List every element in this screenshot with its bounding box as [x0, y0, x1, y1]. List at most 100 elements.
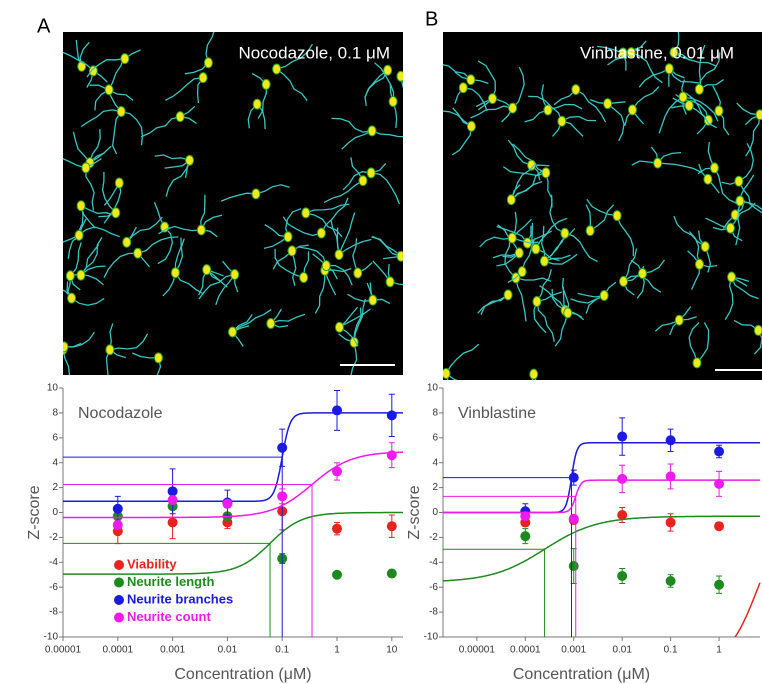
neurite	[154, 154, 190, 161]
cell-body	[664, 63, 674, 75]
neurite	[103, 252, 138, 278]
neurite	[631, 86, 660, 111]
cell-body	[349, 336, 359, 348]
y-tick-label: 2	[432, 482, 438, 493]
cell-body	[122, 236, 132, 248]
cell-body	[203, 57, 213, 69]
cell-body	[619, 275, 629, 287]
neurite	[101, 171, 117, 214]
cell-body	[185, 154, 195, 166]
neurite	[445, 373, 449, 380]
panel-letter: B	[425, 8, 438, 30]
neurite	[658, 96, 684, 134]
y-axis-label: Z-score	[406, 485, 423, 539]
neurite	[63, 331, 95, 348]
data-point	[167, 486, 178, 497]
neurite	[323, 180, 364, 203]
x-tick-label: 0.01	[612, 645, 632, 656]
cell-body	[202, 264, 212, 276]
neurite	[445, 343, 480, 374]
y-tick-label: 2	[52, 482, 58, 493]
y-tick-label: 8	[432, 408, 438, 419]
cell-body	[507, 232, 517, 244]
neurite	[174, 238, 185, 273]
cell-body	[76, 269, 86, 281]
cell-body	[517, 266, 527, 278]
y-tick-label: -10	[44, 632, 59, 643]
cell-body	[700, 241, 710, 253]
y-tick-label: -2	[429, 532, 438, 543]
neurite	[554, 312, 569, 347]
cell-body	[385, 276, 395, 288]
chart-title: Vinblastine	[458, 405, 536, 422]
neurite	[544, 253, 578, 265]
data-point	[167, 495, 178, 506]
ec50-guide	[443, 548, 546, 637]
cell-body	[383, 64, 393, 76]
neurite	[109, 333, 149, 351]
data-point	[665, 471, 676, 482]
cell-body	[261, 78, 271, 90]
data-point	[665, 575, 676, 586]
data-point	[277, 442, 288, 453]
neurite	[72, 131, 91, 164]
neurite	[353, 298, 366, 343]
data-point	[386, 410, 397, 421]
neurite	[156, 357, 162, 375]
neurite	[220, 192, 256, 202]
cell-body	[466, 120, 476, 132]
cell-body	[514, 247, 524, 259]
cell-body	[316, 227, 326, 239]
neurite	[63, 345, 65, 348]
cell-body	[532, 296, 542, 308]
neurite	[174, 237, 182, 273]
neurite	[320, 197, 349, 234]
neurite	[688, 105, 718, 129]
neurite	[314, 270, 326, 314]
cell-body	[358, 175, 368, 187]
y-tick-label: 4	[52, 457, 58, 468]
neurite	[282, 216, 322, 237]
cell-body	[560, 227, 570, 239]
neurite	[338, 212, 356, 255]
neurite	[111, 111, 122, 155]
cell-body	[105, 344, 115, 356]
y-tick-label: 4	[432, 457, 438, 468]
cell-body	[703, 173, 713, 185]
neurite	[285, 208, 302, 237]
y-tick-label: -6	[49, 582, 58, 593]
neurite	[607, 103, 625, 142]
neurite	[63, 349, 71, 375]
neurite	[515, 277, 552, 282]
cell-body	[714, 105, 724, 117]
neurite	[291, 250, 297, 286]
cell-body	[508, 102, 518, 114]
neurite	[174, 272, 204, 295]
data-point	[617, 431, 628, 442]
neurite	[103, 182, 122, 224]
cell-body	[503, 289, 513, 301]
neurite	[638, 68, 670, 88]
neurite	[342, 171, 372, 191]
fit-curve	[63, 511, 403, 575]
neurite	[264, 224, 289, 238]
cell-body	[466, 74, 476, 86]
neurite	[528, 95, 563, 122]
neurite	[326, 264, 353, 286]
neurite	[561, 277, 570, 313]
cell-body	[669, 46, 679, 58]
cell-body	[175, 111, 185, 123]
y-tick-label: 0	[52, 507, 58, 518]
neurite	[730, 276, 759, 300]
neurite	[400, 254, 403, 257]
neurite	[739, 200, 762, 211]
neurite	[443, 64, 472, 81]
data-point	[332, 405, 343, 416]
chart-title: Nocodazole	[78, 405, 163, 422]
neurite	[696, 322, 710, 364]
x-tick-label: 0.00001	[459, 645, 496, 656]
y-tick-label: 6	[432, 432, 438, 443]
y-tick-label: -4	[429, 557, 438, 568]
cell-body	[458, 82, 468, 94]
cell-body	[735, 195, 745, 207]
